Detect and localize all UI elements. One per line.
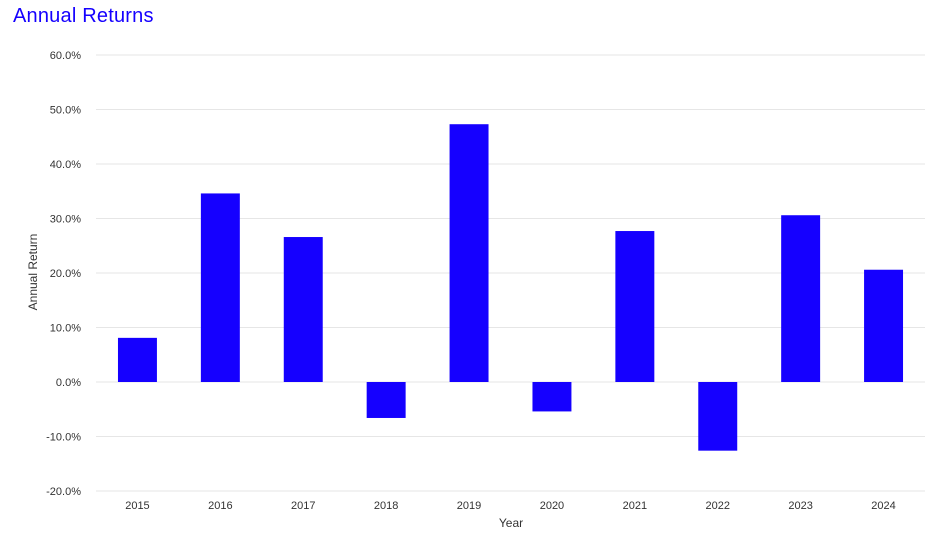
x-tick-label: 2015 [125, 500, 149, 512]
y-tick-label: 30.0% [50, 214, 81, 226]
bar-2020[interactable] [532, 382, 572, 412]
bars [117, 124, 904, 451]
y-tick-label: 50.0% [50, 105, 81, 117]
bar-2018[interactable] [366, 382, 406, 418]
bar-2017[interactable] [283, 237, 323, 382]
x-tick-label: 2024 [871, 500, 895, 512]
bar-2022[interactable] [698, 382, 738, 451]
bar-2023[interactable] [781, 215, 821, 382]
y-tick-label: 60.0% [50, 50, 81, 62]
y-tick-labels: -20.0% -10.0% 0.0% 10.0% 20.0% 30.0% 40.0% 50.0… [46, 50, 81, 498]
x-tick-label: 2020 [540, 500, 564, 512]
x-axis-label: Year [499, 516, 523, 530]
chart-title: Annual Returns [13, 5, 154, 27]
x-tick-label: 2021 [623, 500, 647, 512]
x-tick-label: 2016 [208, 500, 232, 512]
y-tick-label: -20.0% [46, 486, 81, 498]
x-tick-labels: 2015 2016 2017 2018 2019 2020 2021 2022 2023 2024 [125, 500, 896, 512]
x-tick-label: 2017 [291, 500, 315, 512]
bar-2021[interactable] [615, 231, 655, 382]
bar-2015[interactable] [117, 337, 157, 382]
x-tick-label: 2022 [706, 500, 730, 512]
y-axis-label: Annual Return [26, 234, 40, 311]
bar-2016[interactable] [200, 193, 240, 382]
x-tick-label: 2019 [457, 500, 481, 512]
y-tick-label: 40.0% [50, 159, 81, 171]
y-tick-label: -10.0% [46, 432, 81, 444]
x-tick-label: 2018 [374, 500, 398, 512]
bar-2024[interactable] [864, 269, 904, 382]
y-tick-label: 20.0% [50, 268, 81, 280]
x-tick-label: 2023 [788, 500, 812, 512]
bar-2019[interactable] [449, 124, 489, 382]
y-tick-label: 10.0% [50, 323, 81, 335]
y-tick-label: 0.0% [56, 377, 81, 389]
